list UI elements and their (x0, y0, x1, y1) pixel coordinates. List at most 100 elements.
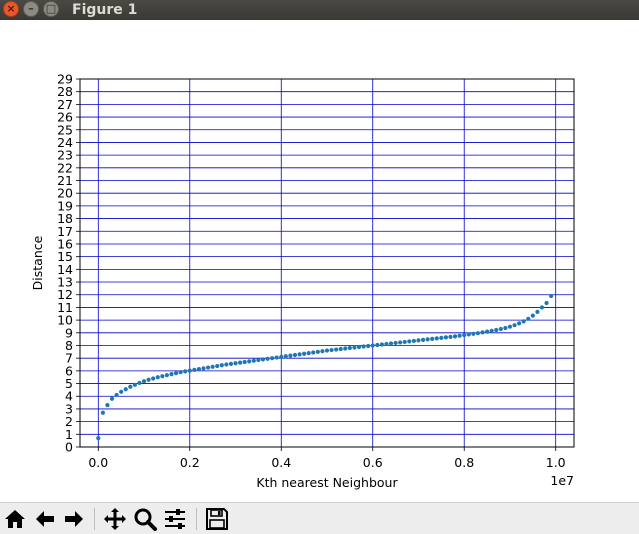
data-point (494, 327, 499, 333)
y-tick-label: 4 (65, 389, 73, 404)
data-point (384, 341, 389, 347)
pan-button[interactable] (102, 506, 128, 532)
data-point (407, 339, 412, 344)
data-point (187, 368, 192, 373)
data-point (416, 338, 421, 343)
data-point (141, 379, 147, 384)
data-point (173, 371, 179, 376)
save-button[interactable] (204, 506, 230, 532)
home-button[interactable] (2, 506, 28, 532)
data-point (329, 347, 334, 353)
data-point (430, 336, 435, 341)
data-point (109, 396, 115, 401)
y-tick-label: 26 (57, 110, 73, 125)
x-tick-label: 1.0 (546, 455, 566, 470)
data-point (347, 345, 352, 351)
window-title: Figure 1 (72, 2, 138, 18)
data-point (352, 345, 357, 350)
data-point (544, 300, 549, 306)
y-tick-label: 17 (57, 224, 73, 239)
data-point (370, 343, 375, 348)
y-tick-label: 21 (57, 173, 73, 188)
data-point (425, 337, 430, 342)
data-point (297, 352, 302, 357)
data-point (402, 339, 407, 345)
data-point (283, 354, 288, 359)
x-axis-label: Kth nearest Neighbour (256, 475, 398, 490)
y-tick-label: 25 (57, 122, 73, 137)
data-point (274, 355, 279, 360)
floppy-disk-icon (206, 508, 228, 530)
move-icon (104, 508, 126, 530)
y-tick-label: 16 (57, 236, 73, 251)
y-axis-label: Distance (30, 235, 45, 290)
data-point (233, 361, 238, 366)
y-tick-label: 6 (65, 363, 73, 378)
data-point (178, 370, 183, 375)
data-point (311, 350, 316, 355)
data-point (366, 343, 371, 349)
data-point (105, 403, 110, 408)
data-point (119, 389, 124, 394)
y-tick-label: 8 (65, 338, 73, 353)
data-point (183, 369, 188, 374)
data-point (128, 384, 133, 389)
data-point (292, 352, 298, 358)
data-point (443, 335, 449, 340)
data-point (457, 333, 462, 338)
data-point (361, 344, 366, 349)
y-tick-label: 15 (57, 249, 73, 264)
data-point (205, 365, 211, 370)
home-icon (5, 510, 25, 528)
y-tick-label: 10 (57, 313, 73, 328)
data-point (434, 336, 439, 341)
plot-area (80, 79, 574, 447)
data-point (334, 347, 339, 352)
data-point (137, 380, 142, 386)
data-point (521, 319, 526, 324)
data-point (439, 335, 444, 340)
configure-subplots-button[interactable] (162, 506, 188, 532)
data-point (251, 358, 256, 363)
navigation-toolbar (0, 502, 639, 534)
back-button[interactable] (32, 506, 58, 532)
x-tick-label: 0.6 (363, 455, 383, 470)
window-minimize-button[interactable]: – (23, 1, 39, 17)
data-point (219, 363, 224, 368)
data-point (302, 351, 307, 356)
y-tick-label: 24 (57, 135, 73, 150)
y-tick-label: 28 (57, 84, 73, 99)
data-point (96, 436, 101, 441)
toolbar-separator (94, 508, 95, 530)
zoom-button[interactable] (132, 506, 158, 532)
data-point (146, 377, 151, 382)
data-point (164, 373, 170, 378)
data-point (507, 324, 513, 329)
x-offset-label: 1e7 (550, 473, 574, 488)
x-tick-label: 0.2 (180, 455, 200, 470)
scatter-plot: 0123456789101112131415161718192021222324… (30, 72, 575, 490)
data-point (338, 346, 343, 352)
data-point (484, 329, 490, 334)
data-point (489, 328, 494, 333)
data-point (393, 340, 398, 346)
forward-button[interactable] (61, 506, 87, 532)
data-point (288, 353, 293, 358)
sliders-icon (165, 509, 185, 529)
data-point (452, 334, 458, 339)
data-point (471, 331, 476, 336)
data-point (320, 349, 325, 354)
data-point (315, 349, 320, 354)
y-tick-label: 19 (57, 198, 73, 213)
y-tick-label: 9 (65, 325, 73, 340)
data-point (498, 326, 503, 332)
data-point (517, 321, 522, 326)
data-point (398, 340, 403, 345)
window-close-button[interactable]: × (3, 1, 19, 17)
y-tick-label: 23 (57, 148, 73, 163)
data-point (260, 357, 266, 362)
data-point (242, 359, 247, 365)
y-tick-label: 2 (65, 414, 73, 429)
window-maximize-button[interactable]: □ (43, 1, 59, 17)
arrow-right-icon (65, 511, 83, 527)
